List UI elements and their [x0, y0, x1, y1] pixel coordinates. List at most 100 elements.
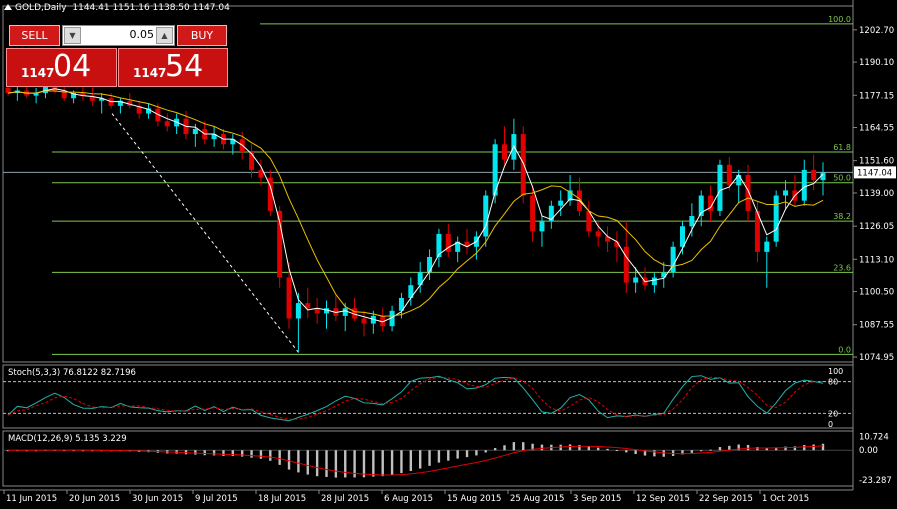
macd-bar [774, 447, 778, 451]
buy-button[interactable]: BUY [177, 25, 227, 46]
candle-body [42, 82, 48, 94]
buy-price-pips: 54 [165, 49, 204, 84]
chevron-down-icon[interactable]: ▼ [64, 27, 81, 44]
stoch-signal-line [7, 376, 824, 420]
symbol-label: GOLD,Daily [15, 3, 67, 13]
candle-body [117, 100, 123, 106]
macd-frame [2, 430, 854, 487]
price-tick-label: 1087.55 [859, 321, 894, 331]
candle-body [146, 108, 152, 114]
candle-body [567, 190, 573, 201]
sell-price-box[interactable]: 1147 04 [6, 48, 117, 87]
candle-body [398, 297, 404, 311]
fast-ma-line [7, 88, 824, 323]
fib-trend-line [111, 113, 301, 355]
date-tick-label: 6 Aug 2015 [384, 494, 433, 504]
candle-body [164, 121, 170, 127]
macd-bar [409, 450, 413, 471]
macd-bar [643, 450, 647, 456]
candle-body [633, 277, 639, 283]
macd-bar [372, 450, 375, 477]
chevron-up-icon[interactable]: ▲ [156, 27, 173, 44]
stoch-label: Stoch(5,3,3) 76.8122 82.7196 [8, 368, 136, 378]
macd-bar [522, 442, 525, 451]
macd-bar [615, 450, 619, 452]
candle-body [811, 169, 817, 181]
lot-size-field[interactable]: ▼ 0.05 ▲ [62, 25, 175, 46]
macd-bar [306, 450, 309, 475]
candle-body [436, 233, 442, 257]
candle-body [380, 315, 386, 327]
macd-bar [269, 450, 272, 461]
candle-body [679, 226, 685, 247]
candle-body [717, 164, 723, 211]
macd-bar [737, 444, 740, 451]
macd-bar [531, 443, 534, 451]
candle-body [520, 134, 526, 196]
macd-bar [662, 450, 665, 457]
fib-level-label: 0.0 [838, 345, 851, 354]
candle-body [445, 233, 451, 252]
price-tick-label: 1126.05 [859, 222, 894, 232]
sell-button[interactable]: SELL [9, 25, 60, 46]
macd-bar [793, 446, 797, 451]
stoch-axis-label: 80 [828, 378, 838, 387]
date-tick-label: 28 Jul 2015 [321, 494, 369, 504]
macd-bar [194, 450, 197, 455]
macd-bar [606, 448, 609, 451]
ohlc-readout: 1144.41 1151.16 1138.50 1147.04 [72, 3, 230, 13]
macd-axis-label: 10.724 [859, 433, 889, 443]
macd-bar [418, 450, 422, 469]
macd-bar [6, 450, 10, 452]
buy-price-prefix: 1147 [133, 66, 167, 80]
price-tick-label: 1190.10 [859, 58, 894, 68]
candle-body [314, 308, 320, 314]
lot-size-value[interactable]: 0.05 [129, 28, 155, 41]
candle-body [249, 151, 255, 170]
macd-bar [728, 445, 731, 451]
candle-body [267, 177, 273, 211]
sell-price-prefix: 1147 [21, 66, 55, 80]
candle-body [651, 277, 657, 286]
candle-body [427, 256, 433, 273]
slow-ma-line [7, 90, 824, 317]
macd-bar [634, 450, 637, 455]
candle-body [726, 164, 732, 186]
fib-level-label: 50.0 [833, 174, 851, 183]
macd-bar [222, 450, 225, 456]
candle-body [501, 144, 507, 160]
current-price-label: 1147.04 [857, 168, 892, 178]
macd-label: MACD(12,26,9) 5.135 3.229 [8, 434, 127, 444]
macd-bar [596, 447, 600, 451]
candle-body [286, 277, 292, 319]
price-tick-label: 1139.00 [859, 189, 894, 199]
candle-body [80, 93, 86, 96]
macd-bar [690, 450, 694, 453]
candle-body [295, 303, 301, 319]
candle-body [801, 169, 807, 201]
macd-bar [625, 450, 628, 453]
candle-body [783, 190, 789, 196]
macd-bar [718, 447, 722, 451]
candle-body [623, 246, 629, 283]
macd-bar [212, 450, 216, 456]
candle-body [586, 210, 592, 232]
macd-bar [540, 444, 544, 451]
candle-body [89, 95, 95, 101]
date-tick-label: 9 Jul 2015 [195, 494, 238, 504]
macd-bar [456, 450, 459, 459]
candle-body [548, 205, 554, 222]
candle-body [192, 128, 198, 135]
candle-body [361, 318, 367, 324]
stoch-axis-label: 0 [828, 420, 833, 429]
macd-bar [821, 443, 825, 451]
price-tick-label: 1164.55 [859, 124, 894, 134]
buy-price-box[interactable]: 1147 54 [118, 48, 228, 87]
candle-body [389, 310, 395, 327]
fib-level-label: 23.6 [833, 263, 851, 272]
macd-bar [72, 450, 75, 452]
candle-body [539, 221, 545, 232]
candle-body [764, 241, 770, 252]
macd-bar [709, 449, 712, 451]
